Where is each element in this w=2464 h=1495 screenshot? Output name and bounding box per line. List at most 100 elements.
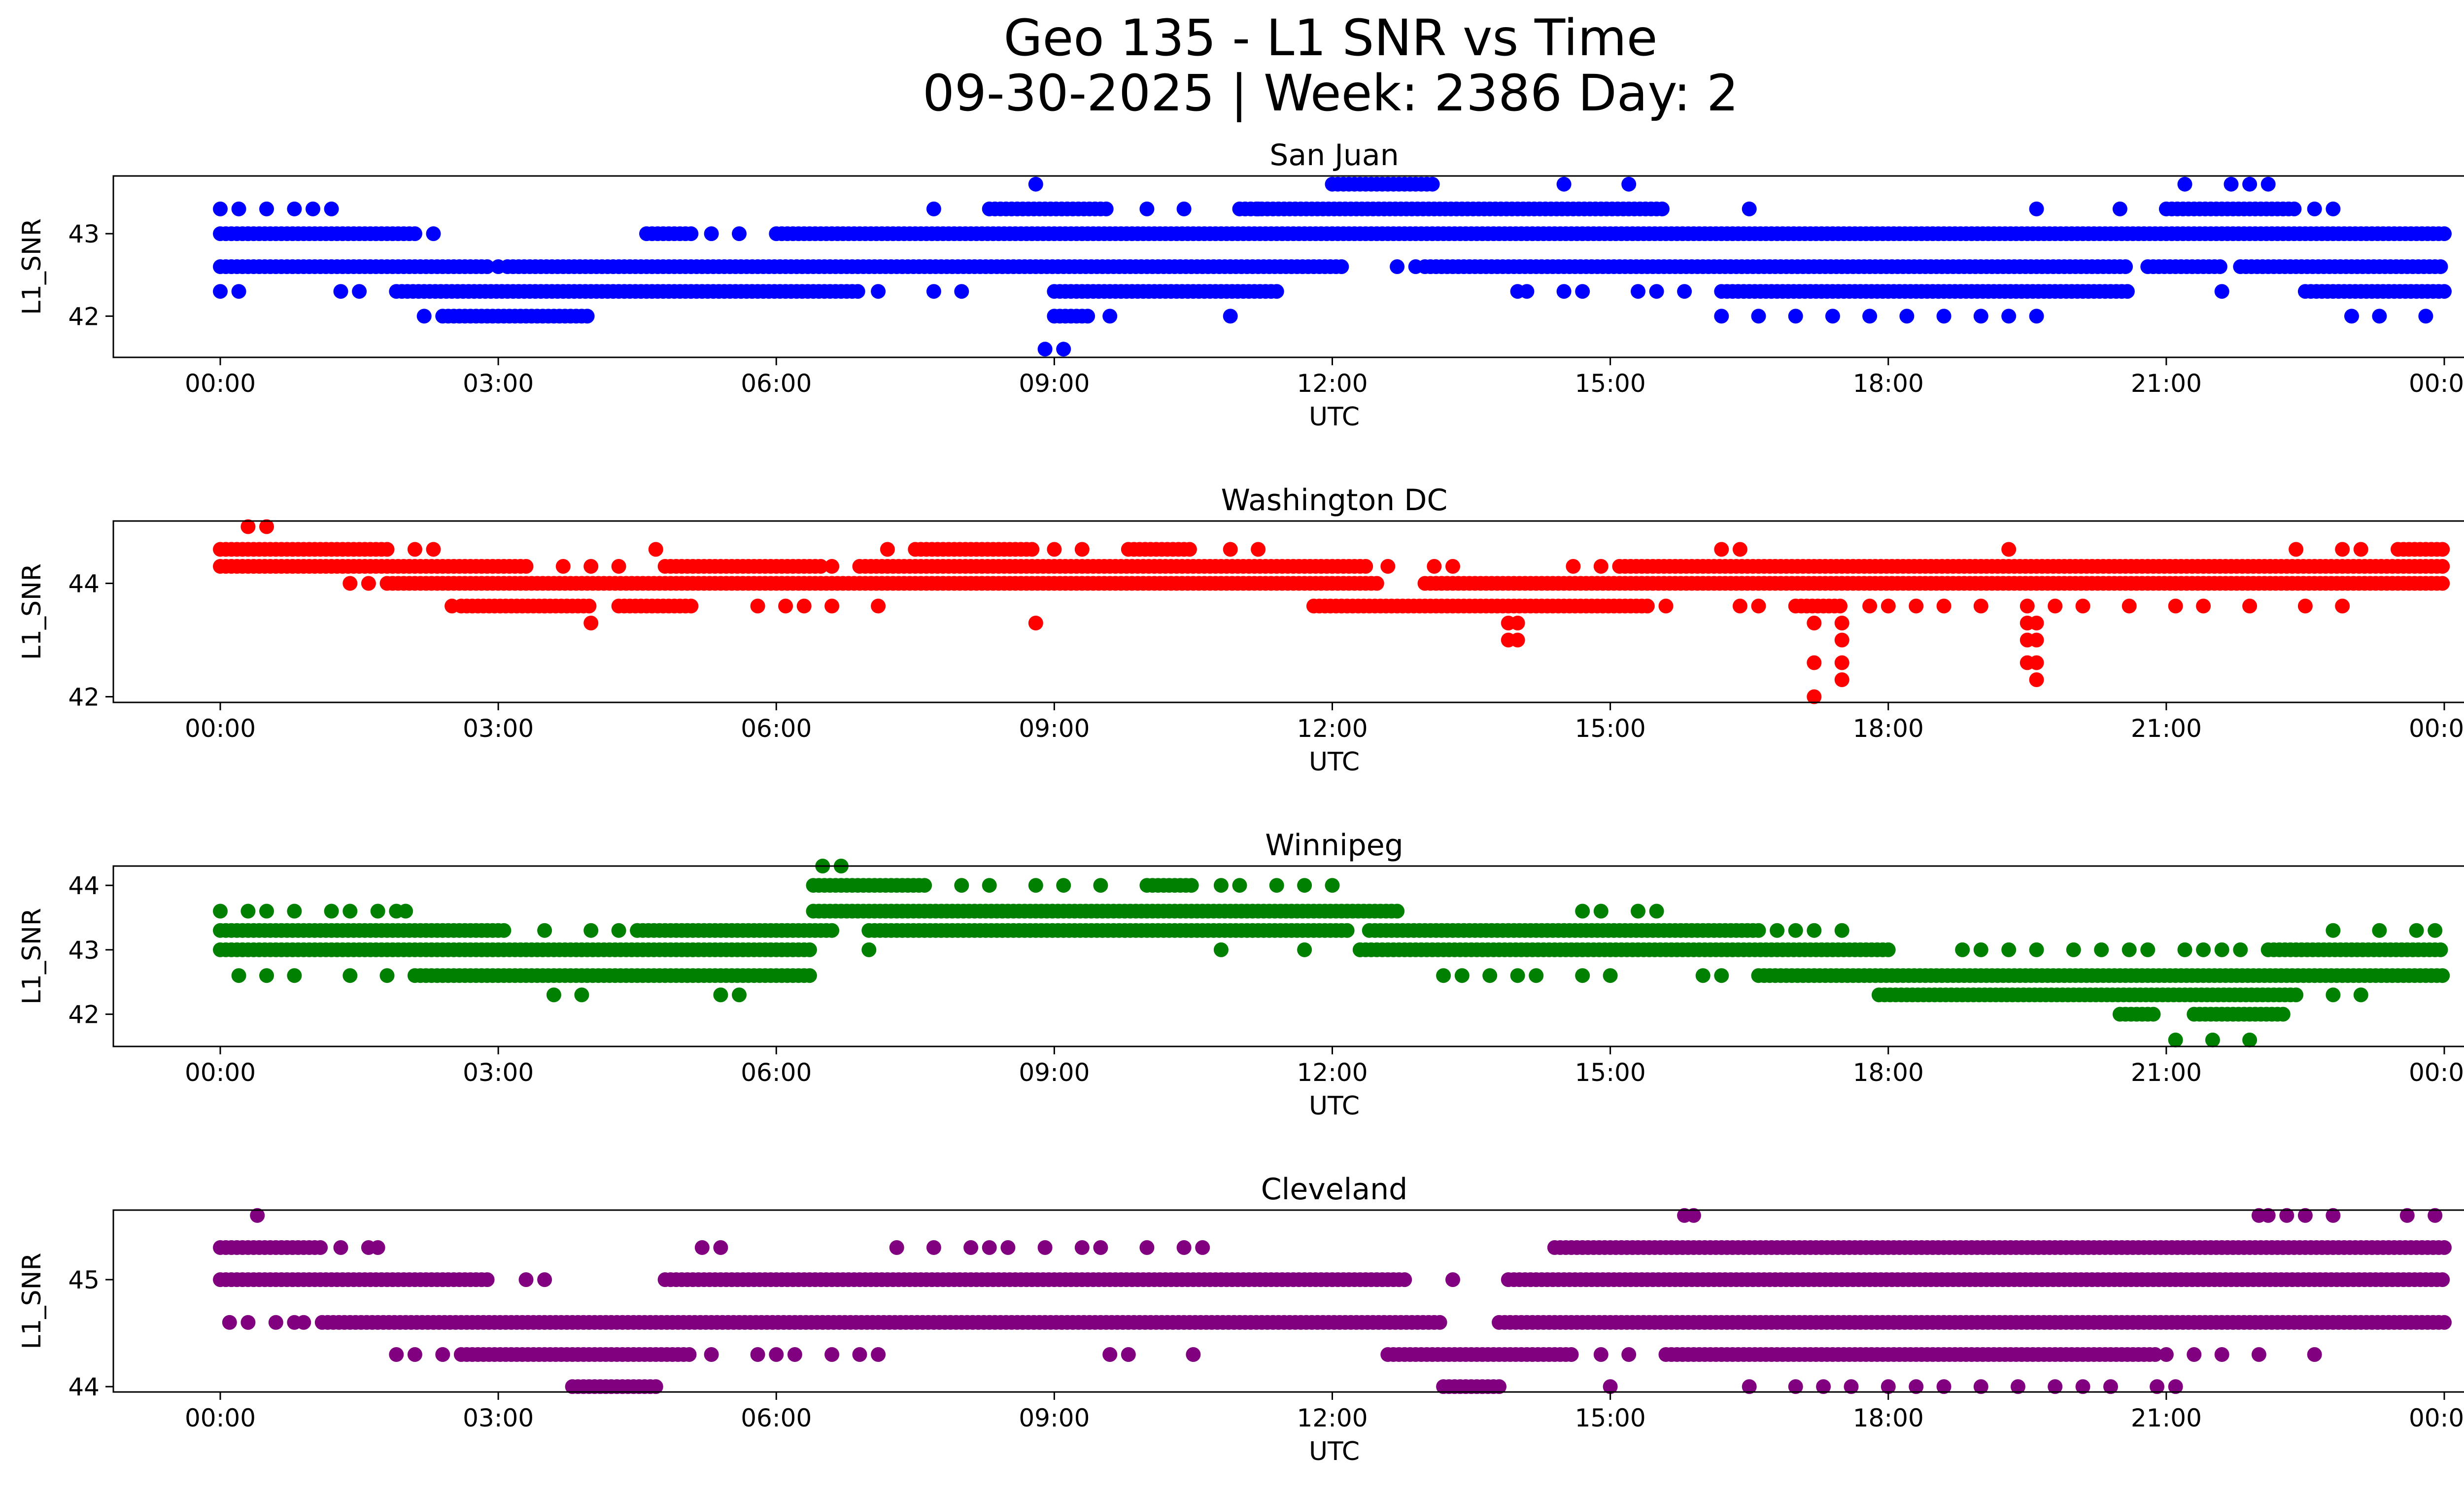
data-point <box>802 942 817 957</box>
data-point <box>2297 1208 2313 1223</box>
data-point <box>306 201 320 216</box>
data-point <box>1102 1347 1118 1362</box>
data-point <box>2233 942 2248 957</box>
data-point <box>732 987 747 1003</box>
data-point <box>240 226 256 242</box>
data-point <box>2214 942 2229 957</box>
data-point <box>769 1347 784 1362</box>
winnipeg-x-axis-label: UTC <box>1309 1091 1360 1121</box>
winnipeg-level-41-6 <box>2168 1032 2258 1047</box>
data-point <box>684 226 699 242</box>
winnipeg-y-axis-label: L1_SNR <box>17 908 47 1005</box>
data-point <box>850 284 865 299</box>
cleveland-points <box>213 1208 2452 1394</box>
data-point <box>1593 904 1608 919</box>
data-point <box>713 987 728 1003</box>
data-point <box>2118 259 2133 274</box>
winnipeg-level-43-6 <box>213 904 1664 919</box>
data-point <box>1297 878 1312 893</box>
x-tick-label: 18:00 <box>1853 1404 1924 1432</box>
data-point <box>1742 1379 1757 1394</box>
data-point <box>2433 942 2448 957</box>
data-point <box>583 923 599 938</box>
data-point <box>1714 309 1729 324</box>
data-point <box>2212 259 2227 274</box>
data-point <box>2029 655 2044 670</box>
data-point <box>2196 598 2211 614</box>
data-point <box>732 226 747 242</box>
data-point <box>704 226 719 242</box>
x-tick-label: 06:00 <box>741 714 812 743</box>
data-point <box>296 1315 311 1330</box>
data-point <box>1909 1379 1924 1394</box>
data-point <box>1195 1240 1210 1255</box>
data-point <box>379 968 395 983</box>
figure-title-line-1: Geo 135 - L1 SNR vs Time <box>1004 9 1658 68</box>
data-point <box>2158 1347 2174 1362</box>
data-point <box>880 542 895 557</box>
x-tick-label: 09:00 <box>1019 369 1090 398</box>
data-point <box>982 1240 997 1255</box>
data-point <box>2326 923 2341 938</box>
data-point <box>1649 284 1664 299</box>
data-point <box>824 598 840 614</box>
data-point <box>2214 1347 2229 1362</box>
data-point <box>2011 1379 2025 1394</box>
data-point <box>648 542 663 557</box>
cleveland-x-axis-label: UTC <box>1309 1437 1360 1466</box>
data-point <box>2029 672 2044 687</box>
data-point <box>1881 598 1896 614</box>
x-tick-label: 09:00 <box>1019 1058 1090 1087</box>
data-point <box>1028 176 1043 192</box>
data-point <box>333 284 348 299</box>
winnipeg-level-42-6 <box>231 968 2450 983</box>
data-point <box>1223 309 1238 324</box>
figure-title-line-2: 09-30-2025 | Week: 2386 Day: 2 <box>923 64 1739 123</box>
washington-dc-title: Washington DC <box>1221 483 1448 518</box>
data-point <box>1833 598 1848 614</box>
data-point <box>2433 259 2448 274</box>
data-point <box>1751 923 1766 938</box>
data-point <box>926 201 941 216</box>
data-point <box>2260 1208 2276 1223</box>
data-point <box>1834 616 1849 630</box>
data-point <box>1269 284 1284 299</box>
data-point <box>1510 632 1525 648</box>
data-point <box>518 1272 534 1287</box>
data-point <box>231 968 246 983</box>
data-point <box>426 542 441 557</box>
data-point <box>2326 201 2341 216</box>
data-point <box>426 226 441 242</box>
data-point <box>2326 1208 2341 1223</box>
x-tick-label: 00:00 <box>185 369 256 398</box>
y-tick-label: 43 <box>68 220 100 248</box>
x-tick-label: 15:00 <box>1575 714 1646 743</box>
data-point <box>2435 576 2450 591</box>
data-point <box>1834 923 1849 938</box>
washington-dc-level-44-6 <box>213 542 2450 557</box>
data-point <box>2168 1032 2183 1047</box>
data-point <box>824 1347 840 1362</box>
data-point <box>682 1347 697 1362</box>
x-tick-label: 06:00 <box>741 1404 812 1432</box>
winnipeg-points <box>213 859 2450 1047</box>
x-tick-label: 12:00 <box>1297 1404 1368 1432</box>
data-point <box>1834 655 1849 670</box>
data-point <box>1529 968 1544 983</box>
data-point <box>2150 1379 2165 1394</box>
data-point <box>1408 259 1423 274</box>
cleveland-level-45 <box>213 1272 2450 1287</box>
data-point <box>926 1240 941 1255</box>
data-point <box>871 598 886 614</box>
washington-dc-level-44-3 <box>213 559 2450 574</box>
data-point <box>1881 942 1896 957</box>
data-point <box>2075 598 2090 614</box>
san-juan-points <box>213 176 2452 357</box>
x-tick-label: 21:00 <box>2131 1058 2202 1087</box>
data-point <box>1047 542 1062 557</box>
data-point <box>259 968 274 983</box>
data-point <box>1834 672 1849 687</box>
data-point <box>2048 598 2063 614</box>
washington-dc-level-43-3 <box>583 616 2044 630</box>
cleveland-level-45-6 <box>250 1208 2443 1223</box>
